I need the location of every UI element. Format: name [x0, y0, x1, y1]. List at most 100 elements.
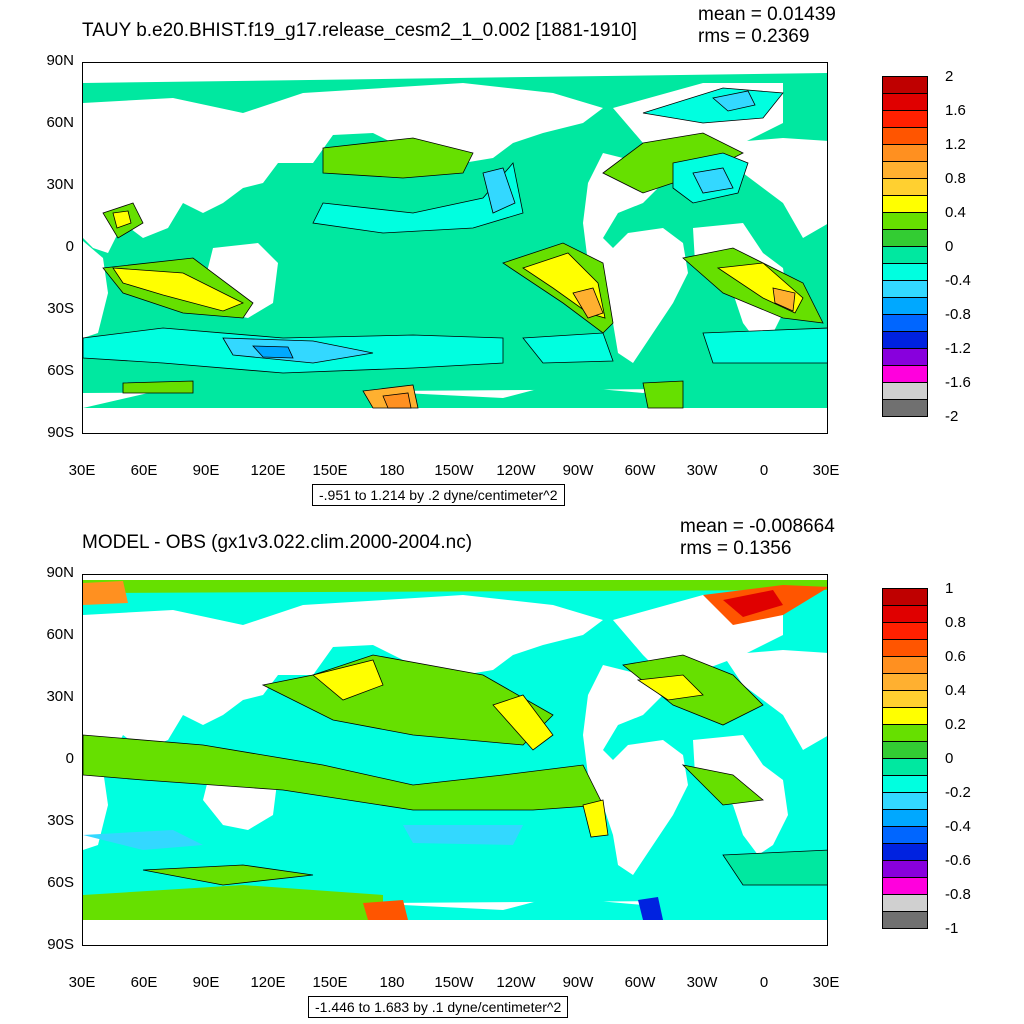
colorbar-box: [882, 144, 928, 162]
colorbar-label: -0.2: [945, 784, 971, 801]
lon-label: 30E: [68, 462, 96, 479]
colorbar-box: [882, 707, 928, 725]
lon-label: 120W: [496, 462, 536, 479]
colorbar-box: [882, 622, 928, 640]
colorbar-box: [882, 229, 928, 247]
lon-label: 150E: [312, 974, 348, 991]
map-plot: [82, 574, 828, 946]
lon-label: 90E: [192, 462, 220, 479]
colorbar: [882, 588, 928, 930]
lat-label: 60S: [47, 362, 74, 379]
colorbar-label: -0.4: [945, 818, 971, 835]
top-panel: TAUY b.e20.BHIST.f19_g17.release_cesm2_1…: [46, 4, 971, 506]
lon-label: 90W: [562, 974, 594, 991]
colorbar-box: [882, 365, 928, 383]
rms-stat: rms = 0.2369: [698, 26, 810, 47]
map-plot: [82, 62, 828, 434]
colorbar-box: [882, 656, 928, 674]
colorbar-box: [882, 93, 928, 111]
colorbar-label: 0.8: [945, 170, 966, 187]
colorbar-box: [882, 911, 928, 929]
colorbar-label: -0.4: [945, 272, 971, 289]
lon-label: 30E: [812, 974, 840, 991]
colorbar-box: [882, 246, 928, 264]
lat-label: 90S: [47, 936, 74, 953]
colorbar-box: [882, 331, 928, 349]
lat-label: 60N: [46, 114, 74, 131]
lon-label: 30W: [686, 974, 718, 991]
lon-label: 120E: [250, 974, 286, 991]
colorbar-label: -1.2: [945, 340, 971, 357]
colorbar-box: [882, 110, 928, 128]
colorbar-label: -1: [945, 920, 959, 937]
lon-label: 150W: [434, 974, 474, 991]
lat-label: 90N: [46, 564, 74, 581]
colorbar-box: [882, 195, 928, 213]
colorbar-box: [882, 263, 928, 281]
colorbar-box: [882, 724, 928, 742]
contour-map: [83, 575, 827, 945]
colorbar-label: -0.8: [945, 886, 971, 903]
colorbar-box: [882, 843, 928, 861]
colorbar-box: [882, 741, 928, 759]
lon-label: 60W: [624, 462, 656, 479]
colorbar-box: [882, 792, 928, 810]
lon-label: 60W: [624, 974, 656, 991]
mean-stat: mean = -0.008664: [680, 516, 835, 537]
colorbar-box: [882, 758, 928, 776]
panel-title: MODEL - OBS (gx1v3.022.clim.2000-2004.nc…: [82, 532, 473, 553]
colorbar-label: 0: [945, 238, 954, 255]
lat-label: 30S: [47, 300, 74, 317]
lat-label: 30S: [47, 812, 74, 829]
lon-label: 180: [379, 974, 405, 991]
colorbar-label: 1.2: [945, 136, 966, 153]
colorbar-box: [882, 399, 928, 417]
colorbar-label: 0.4: [945, 682, 966, 699]
colorbar-box: [882, 127, 928, 145]
colorbar-label: 1.6: [945, 102, 966, 119]
colorbar-box: [882, 178, 928, 196]
colorbar-label: 1: [945, 580, 954, 597]
mean-stat: mean = 0.01439: [698, 4, 836, 25]
colorbar-box: [882, 588, 928, 606]
lat-label: 30N: [46, 688, 74, 705]
colorbar-box: [882, 860, 928, 878]
colorbar-label: -0.6: [945, 852, 971, 869]
colorbar-box: [882, 297, 928, 315]
lon-label: 120E: [250, 462, 286, 479]
colorbar-label: -2: [945, 408, 959, 425]
colorbar-box: [882, 639, 928, 657]
colorbar-label: 0.2: [945, 716, 966, 733]
colorbar-box: [882, 605, 928, 623]
colorbar-box: [882, 877, 928, 895]
lon-label: 0: [759, 462, 769, 479]
lon-label: 180: [379, 462, 405, 479]
colorbar-box: [882, 161, 928, 179]
contour-info-box: -.951 to 1.214 by .2 dyne/centimeter^2: [312, 484, 565, 506]
colorbar-label: 0.4: [945, 204, 966, 221]
lon-label: 30E: [812, 462, 840, 479]
lon-label: 30E: [68, 974, 96, 991]
colorbar-box: [882, 775, 928, 793]
colorbar-box: [882, 826, 928, 844]
lat-label: 90S: [47, 424, 74, 441]
lon-label: 60E: [130, 974, 158, 991]
contour-map: [83, 63, 827, 433]
lon-label: 150W: [434, 462, 474, 479]
lon-label: 150E: [312, 462, 348, 479]
colorbar-box: [882, 314, 928, 332]
colorbar-box: [882, 212, 928, 230]
colorbar-box: [882, 894, 928, 912]
lat-label: 60N: [46, 626, 74, 643]
colorbar-box: [882, 348, 928, 366]
colorbar-box: [882, 673, 928, 691]
lon-label: 30W: [686, 462, 718, 479]
colorbar-box: [882, 690, 928, 708]
lat-label: 90N: [46, 52, 74, 69]
colorbar-label: -0.8: [945, 306, 971, 323]
lon-label: 90W: [562, 462, 594, 479]
colorbar-label: 0.6: [945, 648, 966, 665]
lon-label: 90E: [192, 974, 220, 991]
colorbar-label: -1.6: [945, 374, 971, 391]
colorbar-box: [882, 382, 928, 400]
